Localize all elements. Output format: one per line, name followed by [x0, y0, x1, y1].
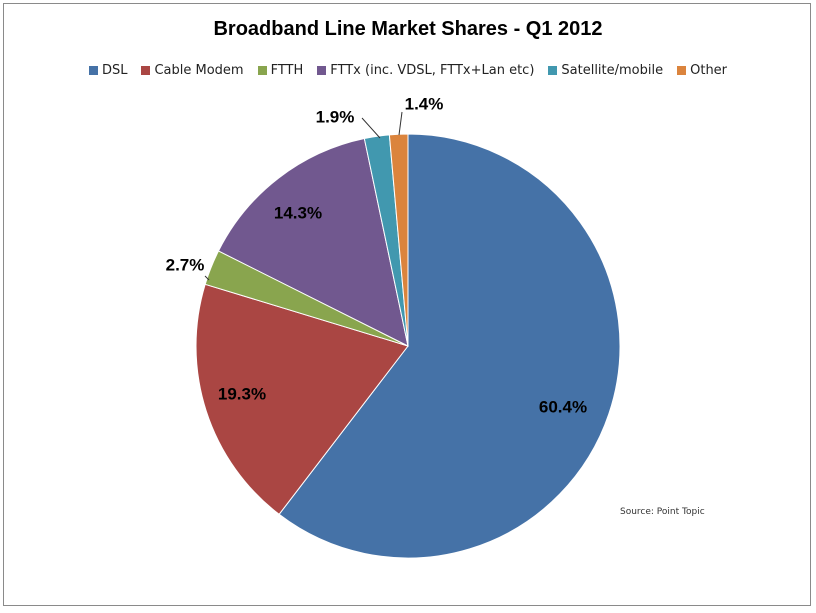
- data-label: 1.4%: [405, 94, 444, 113]
- data-label: 19.3%: [218, 384, 266, 403]
- legend-label: FTTx (inc. VDSL, FTTx+Lan etc): [330, 63, 535, 78]
- legend-item: Cable Modem: [141, 63, 244, 78]
- legend-swatch: [677, 66, 687, 75]
- chart-frame: [3, 3, 811, 606]
- leader-line: [361, 117, 381, 139]
- legend-item: FTTx (inc. VDSL, FTTx+Lan etc): [317, 63, 534, 78]
- pie-slice-dsl: [278, 133, 621, 559]
- pie-slice-cable: [195, 283, 409, 516]
- legend-label: Other: [690, 63, 728, 78]
- legend-swatch: [88, 66, 98, 75]
- data-label: 1.9%: [316, 107, 355, 126]
- legend-item: Satellite/mobile: [548, 63, 663, 78]
- data-label: 2.7%: [166, 255, 205, 274]
- leader-line: [398, 111, 403, 136]
- legend-item: Other: [677, 63, 727, 78]
- chart-title: Broadband Line Market Shares - Q1 2012: [213, 18, 603, 40]
- pie-slice-fttx: [217, 137, 409, 347]
- legend-item: DSL: [88, 63, 128, 78]
- source-annotation: Source: Point Topic: [620, 507, 705, 517]
- legend-label: Cable Modem: [154, 63, 244, 78]
- data-label: 60.4%: [539, 397, 587, 416]
- leader-line: [204, 275, 210, 281]
- legend-swatch: [141, 66, 151, 75]
- legend-swatch: [257, 66, 267, 75]
- legend-label: FTTH: [270, 63, 304, 78]
- data-label: 14.3%: [274, 203, 322, 222]
- legend: DSL Cable Modem FTTH FTTx (inc. VDSL, FTTx+…: [0, 63, 816, 78]
- legend-swatch: [548, 66, 558, 75]
- legend-swatch: [317, 66, 327, 75]
- legend-label: DSL: [101, 63, 128, 78]
- legend-label: Satellite/mobile: [561, 63, 664, 78]
- legend-item: FTTH: [257, 63, 304, 78]
